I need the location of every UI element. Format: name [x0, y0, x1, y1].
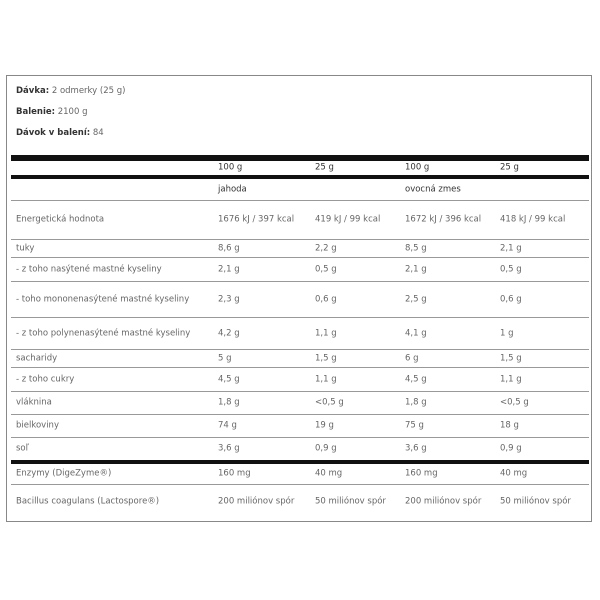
- table-row: soľ 3,6 g 0,9 g 3,6 g 0,9 g: [11, 438, 589, 460]
- nutrient-label: - toho mononenasýtené mastné kyseliny: [16, 294, 190, 304]
- nutrient-label: soľ: [16, 443, 29, 454]
- nutrient-value: 2,3 g: [218, 294, 240, 304]
- flavor-label: jahoda: [218, 184, 247, 194]
- nutrient-value: 3,6 g: [405, 443, 427, 454]
- table-row: vláknina 1,8 g <0,5 g 1,8 g <0,5 g: [11, 392, 589, 415]
- table-row: Bacillus coagulans (Lactospore®) 200 mili…: [11, 485, 589, 519]
- nutrient-value: 50 miliónov spór: [500, 496, 571, 507]
- nutrient-value: 200 miliónov spór: [405, 496, 482, 507]
- table-row: - toho mononenasýtené mastné kyseliny 2,3…: [11, 282, 589, 318]
- divider-thick: [11, 175, 589, 179]
- nutrient-label: Energetická hodnota: [16, 214, 105, 225]
- nutrient-value: 75 g: [405, 420, 424, 431]
- nutrient-label: - z toho cukry: [16, 374, 75, 384]
- serving-size: Dávka: 2 odmerky (25 g): [16, 86, 126, 96]
- nutrient-value: 50 miliónov spór: [315, 496, 386, 507]
- nutrient-value: 1,1 g: [315, 374, 337, 384]
- nutrient-value: 19 g: [315, 420, 334, 431]
- nutrient-label: Bacillus coagulans (Lactospore®): [16, 496, 160, 507]
- nutrient-value: 0,5 g: [315, 264, 337, 274]
- nutrient-value: 0,9 g: [500, 443, 522, 454]
- nutrient-value: 4,5 g: [218, 374, 240, 384]
- nutrient-value: 3,6 g: [218, 443, 240, 454]
- nutrient-value: 1 g: [500, 328, 514, 338]
- nutrient-value: 2,2 g: [315, 243, 337, 253]
- flavor-row: jahoda ovocná zmes: [11, 179, 589, 201]
- column-header: 25 g: [500, 162, 519, 173]
- flavor-label: ovocná zmes: [405, 184, 461, 194]
- package-size: Balenie: 2100 g: [16, 107, 88, 117]
- nutrient-value: 1,5 g: [315, 353, 337, 363]
- nutrient-value: 0,6 g: [315, 294, 337, 304]
- divider-thick: [11, 460, 589, 464]
- nutrient-value: 2,1 g: [218, 264, 240, 274]
- nutrient-value: 1,8 g: [218, 397, 240, 408]
- nutrient-value: 5 g: [218, 353, 232, 363]
- nutrient-label: - z toho polynenasýtené mastné kyseliny: [16, 328, 191, 338]
- nutrient-value: 8,5 g: [405, 243, 427, 253]
- nutrient-value: <0,5 g: [315, 397, 344, 408]
- nutrient-value: 160 mg: [405, 468, 438, 479]
- nutrient-value: 74 g: [218, 420, 237, 431]
- nutrient-label: - z toho nasýtené mastné kyseliny: [16, 264, 162, 274]
- nutrient-value: 18 g: [500, 420, 519, 431]
- column-header: 100 g: [405, 162, 430, 173]
- nutrient-value: 1,1 g: [500, 374, 522, 384]
- nutrient-value: 6 g: [405, 353, 419, 363]
- nutrient-value: 1676 kJ / 397 kcal: [218, 214, 295, 225]
- nutrient-value: 1672 kJ / 396 kcal: [405, 214, 482, 225]
- table-row: - z toho cukry 4,5 g 1,1 g 4,5 g 1,1 g: [11, 368, 589, 392]
- column-header: 25 g: [315, 162, 334, 173]
- nutrient-value: 8,6 g: [218, 243, 240, 253]
- nutrient-label: bielkoviny: [16, 420, 59, 431]
- nutrient-value: 1,5 g: [500, 353, 522, 363]
- header-row: 100 g 25 g 100 g 25 g: [11, 161, 589, 175]
- nutrient-value: 2,5 g: [405, 294, 427, 304]
- nutrient-value: 160 mg: [218, 468, 251, 479]
- table-row: Energetická hodnota 1676 kJ / 397 kcal 419…: [11, 201, 589, 240]
- nutrient-value: 2,1 g: [500, 243, 522, 253]
- table-row: Enzymy (DigeZyme®) 160 mg 40 mg 160 mg 40 mg: [11, 464, 589, 485]
- nutrient-label: vláknina: [16, 397, 52, 408]
- nutrient-value: 1,8 g: [405, 397, 427, 408]
- nutrient-value: 4,5 g: [405, 374, 427, 384]
- table-row: - z toho nasýtené mastné kyseliny 2,1 g 0,…: [11, 258, 589, 282]
- nutrient-label: Enzymy (DigeZyme®): [16, 468, 112, 479]
- nutrient-value: 0,9 g: [315, 443, 337, 454]
- nutrient-value: 200 miliónov spór: [218, 496, 295, 507]
- nutrient-value: <0,5 g: [500, 397, 529, 408]
- nutrient-value: 418 kJ / 99 kcal: [500, 214, 566, 225]
- table-row: sacharidy 5 g 1,5 g 6 g 1,5 g: [11, 350, 589, 368]
- nutrient-value: 40 mg: [315, 468, 343, 479]
- nutrition-panel: [6, 75, 592, 522]
- divider-thick: [11, 155, 589, 161]
- nutrient-value: 0,5 g: [500, 264, 522, 274]
- nutrient-value: 4,1 g: [405, 328, 427, 338]
- table-row: - z toho polynenasýtené mastné kyseliny 4…: [11, 318, 589, 350]
- nutrient-label: sacharidy: [16, 353, 58, 363]
- nutrient-value: 4,2 g: [218, 328, 240, 338]
- table-row: bielkoviny 74 g 19 g 75 g 18 g: [11, 415, 589, 438]
- nutrient-value: 2,1 g: [405, 264, 427, 274]
- column-header: 100 g: [218, 162, 243, 173]
- nutrient-label: tuky: [16, 243, 35, 253]
- nutrient-value: 419 kJ / 99 kcal: [315, 214, 381, 225]
- nutrient-value: 1,1 g: [315, 328, 337, 338]
- servings-per-package: Dávok v balení: 84: [16, 128, 104, 138]
- nutrient-value: 40 mg: [500, 468, 528, 479]
- nutrient-value: 0,6 g: [500, 294, 522, 304]
- table-row: tuky 8,6 g 2,2 g 8,5 g 2,1 g: [11, 240, 589, 258]
